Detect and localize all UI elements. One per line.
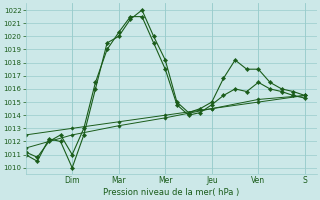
X-axis label: Pression niveau de la mer( hPa ): Pression niveau de la mer( hPa ) [103,188,239,197]
